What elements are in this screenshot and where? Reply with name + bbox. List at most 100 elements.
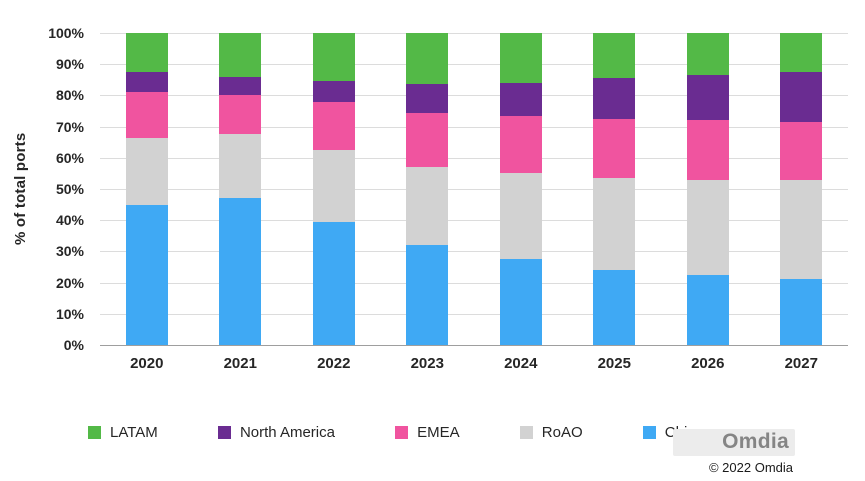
legend-swatch-china — [642, 426, 656, 439]
gridline — [100, 251, 848, 253]
y-tick-label: 30% — [55, 243, 84, 260]
bar-column-2022 — [287, 33, 381, 345]
x-tick-label-2021: 2021 — [223, 355, 257, 372]
bar-segment-north-america — [686, 75, 729, 121]
gridlines — [100, 33, 848, 346]
legend-swatch-emea — [395, 426, 409, 439]
legend-swatch-roao — [519, 426, 533, 439]
x-tick-label-2022: 2022 — [317, 355, 351, 372]
stacked-bar-2021 — [219, 33, 262, 345]
bar-segment-roao — [219, 134, 262, 199]
x-tick-label-2024: 2024 — [504, 355, 538, 372]
bar-segment-north-america — [593, 78, 636, 119]
bar-segment-latam — [499, 33, 542, 83]
bar-column-2024 — [474, 33, 568, 345]
stacked-bar-2020 — [125, 33, 168, 345]
gridline — [100, 220, 848, 222]
x-tick-label-2027: 2027 — [784, 355, 818, 372]
copyright-text: © 2022 Omdia — [708, 460, 793, 475]
bar-segment-north-america — [499, 82, 542, 116]
bar-segment-emea — [312, 101, 355, 150]
bar-segment-emea — [780, 121, 823, 180]
bars — [100, 33, 848, 345]
gridline — [100, 64, 848, 66]
bar-segment-emea — [686, 120, 729, 180]
legend-item-roao: RoAO — [519, 424, 583, 441]
stacked-bar-2023 — [406, 33, 449, 345]
gridline — [100, 189, 848, 190]
legend-item-latam: LATAM — [88, 424, 158, 441]
y-tick-label: 10% — [55, 305, 84, 322]
x-axis-line — [100, 345, 848, 346]
stacked-bar-2026 — [686, 33, 729, 345]
bar-segment-emea — [219, 95, 262, 135]
bar-segment-roao — [593, 178, 636, 271]
y-tick-label: 0% — [63, 337, 84, 353]
bar-segment-roao — [780, 179, 823, 280]
gridline — [100, 126, 848, 128]
bar-segment-north-america — [312, 81, 355, 102]
stacked-bar-2024 — [499, 33, 542, 345]
bar-segment-china — [125, 204, 168, 345]
legend-swatch-north-america — [217, 426, 231, 439]
stacked-bar-2027 — [780, 33, 823, 345]
bar-segment-latam — [406, 33, 449, 85]
bar-segment-latam — [780, 33, 823, 72]
bar-segment-north-america — [406, 84, 449, 113]
omdia-logo: Omdia — [722, 430, 789, 453]
legend-label: RoAO — [541, 424, 583, 441]
bar-segment-china — [499, 259, 542, 345]
gridline — [100, 95, 848, 97]
y-tick-label: 60% — [55, 149, 84, 166]
bar-segment-roao — [312, 149, 355, 222]
bar-segment-emea — [406, 112, 449, 168]
stacked-bar-2022 — [312, 33, 355, 345]
legend-label: LATAM — [110, 424, 158, 441]
bar-column-2021 — [194, 33, 288, 345]
bar-segment-roao — [686, 179, 729, 275]
gridline — [100, 33, 848, 34]
bar-segment-emea — [593, 118, 636, 179]
bar-column-2025 — [568, 33, 662, 345]
gridline — [100, 313, 848, 315]
y-tick-label: 80% — [55, 87, 84, 104]
legend-swatch-latam — [88, 426, 101, 439]
bar-column-2020 — [100, 33, 194, 345]
bar-segment-latam — [686, 33, 729, 76]
bar-segment-china — [780, 279, 823, 345]
bar-column-2026 — [661, 33, 755, 345]
bar-segment-emea — [125, 92, 168, 138]
y-tick-label: 100% — [48, 25, 84, 41]
y-tick-label: 90% — [55, 56, 84, 73]
omdia-watermark-band — [673, 429, 795, 456]
stacked-bar-2025 — [593, 33, 636, 345]
bar-segment-latam — [312, 33, 355, 82]
x-tick-label-2025: 2025 — [597, 355, 631, 372]
bar-segment-china — [686, 274, 729, 345]
bar-segment-roao — [499, 173, 542, 260]
bar-segment-latam — [219, 33, 262, 77]
bar-segment-latam — [125, 33, 168, 72]
bar-segment-china — [406, 245, 449, 345]
bar-column-2027 — [755, 33, 849, 345]
legend-item-emea: EMEA — [395, 424, 460, 441]
legend-label: EMEA — [417, 424, 460, 441]
bar-segment-north-america — [125, 72, 168, 93]
legend-label: North America — [239, 424, 335, 441]
y-axis-ticks: 100% 90% 80% 70% 60% 50% 40% 30% 20% 10% 0% — [0, 25, 90, 353]
plot-area — [100, 33, 848, 346]
y-tick-label: 70% — [55, 118, 84, 135]
x-axis-labels: 2020 2021 2022 2023 2024 2025 2026 2027 — [100, 355, 848, 372]
bar-segment-latam — [593, 33, 636, 79]
gridline — [100, 282, 848, 284]
x-tick-label-2023: 2023 — [410, 355, 444, 372]
gridline — [100, 157, 848, 159]
bar-segment-china — [312, 221, 355, 345]
bar-segment-north-america — [219, 76, 262, 96]
legend-item-north-america: North America — [217, 424, 335, 441]
bar-segment-north-america — [780, 72, 823, 122]
x-tick-label-2020: 2020 — [130, 355, 164, 372]
bar-segment-china — [219, 198, 262, 345]
